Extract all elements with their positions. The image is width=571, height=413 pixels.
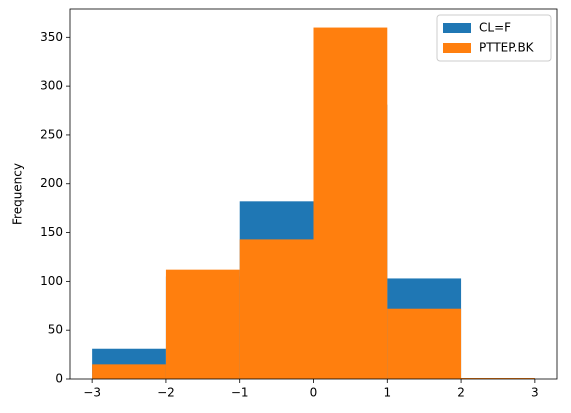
bar	[92, 364, 166, 379]
x-tick-label: −2	[157, 386, 175, 400]
bar	[387, 308, 462, 379]
bar	[239, 239, 314, 379]
x-tick-label: 2	[457, 386, 465, 400]
legend-swatch	[443, 23, 471, 33]
y-tick-label: 150	[40, 225, 63, 239]
y-tick-label: 200	[40, 176, 63, 190]
y-axis-label: Frequency	[11, 163, 25, 225]
y-tick-label: 0	[55, 372, 63, 386]
bar	[165, 269, 240, 379]
x-tick-label: −1	[231, 386, 249, 400]
x-tick-label: −3	[83, 386, 101, 400]
y-tick-label: 300	[40, 79, 63, 93]
x-tick-label: 3	[531, 386, 539, 400]
y-tick-label: 100	[40, 274, 63, 288]
bar	[461, 378, 535, 379]
legend-label: PTTEP.BK	[479, 41, 535, 55]
legend-swatch	[443, 43, 471, 53]
x-tick-label: 1	[383, 386, 391, 400]
y-tick-label: 50	[48, 323, 63, 337]
x-tick-label: 0	[310, 386, 318, 400]
y-tick-label: 250	[40, 127, 63, 141]
bar	[313, 27, 388, 379]
y-tick-label: 350	[40, 30, 63, 44]
legend-label: CL=F	[479, 21, 511, 35]
